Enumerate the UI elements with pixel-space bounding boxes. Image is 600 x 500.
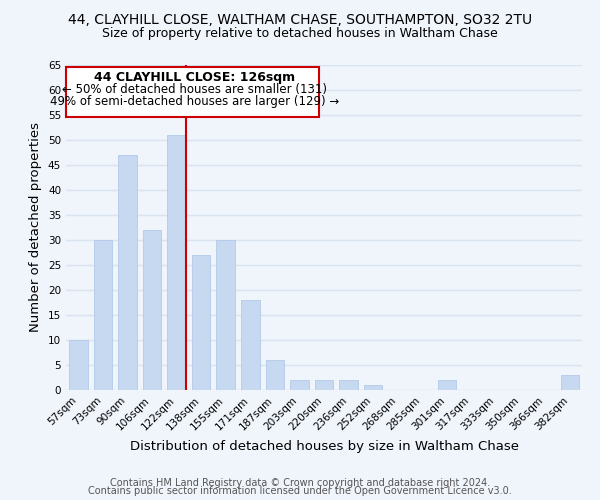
Text: 49% of semi-detached houses are larger (129) →: 49% of semi-detached houses are larger (… (50, 95, 340, 108)
Bar (315, 380, 333, 390)
Bar (217, 240, 235, 390)
Bar (266, 360, 284, 390)
Bar (364, 385, 382, 390)
Text: Contains HM Land Registry data © Crown copyright and database right 2024.: Contains HM Land Registry data © Crown c… (110, 478, 490, 488)
Text: 44, CLAYHILL CLOSE, WALTHAM CHASE, SOUTHAMPTON, SO32 2TU: 44, CLAYHILL CLOSE, WALTHAM CHASE, SOUTH… (68, 12, 532, 26)
FancyBboxPatch shape (66, 66, 319, 117)
Bar (192, 255, 211, 390)
Bar (69, 340, 88, 390)
X-axis label: Distribution of detached houses by size in Waltham Chase: Distribution of detached houses by size … (130, 440, 518, 453)
Text: Contains public sector information licensed under the Open Government Licence v3: Contains public sector information licen… (88, 486, 512, 496)
Bar (560, 375, 579, 390)
Bar (167, 135, 186, 390)
Bar (290, 380, 308, 390)
Bar (437, 380, 456, 390)
Text: 44 CLAYHILL CLOSE: 126sqm: 44 CLAYHILL CLOSE: 126sqm (94, 71, 296, 84)
Bar (118, 155, 137, 390)
Bar (94, 240, 112, 390)
Bar (143, 230, 161, 390)
Bar (241, 300, 260, 390)
Bar (340, 380, 358, 390)
Text: Size of property relative to detached houses in Waltham Chase: Size of property relative to detached ho… (102, 28, 498, 40)
Y-axis label: Number of detached properties: Number of detached properties (29, 122, 43, 332)
Text: ← 50% of detached houses are smaller (131): ← 50% of detached houses are smaller (13… (62, 83, 328, 96)
